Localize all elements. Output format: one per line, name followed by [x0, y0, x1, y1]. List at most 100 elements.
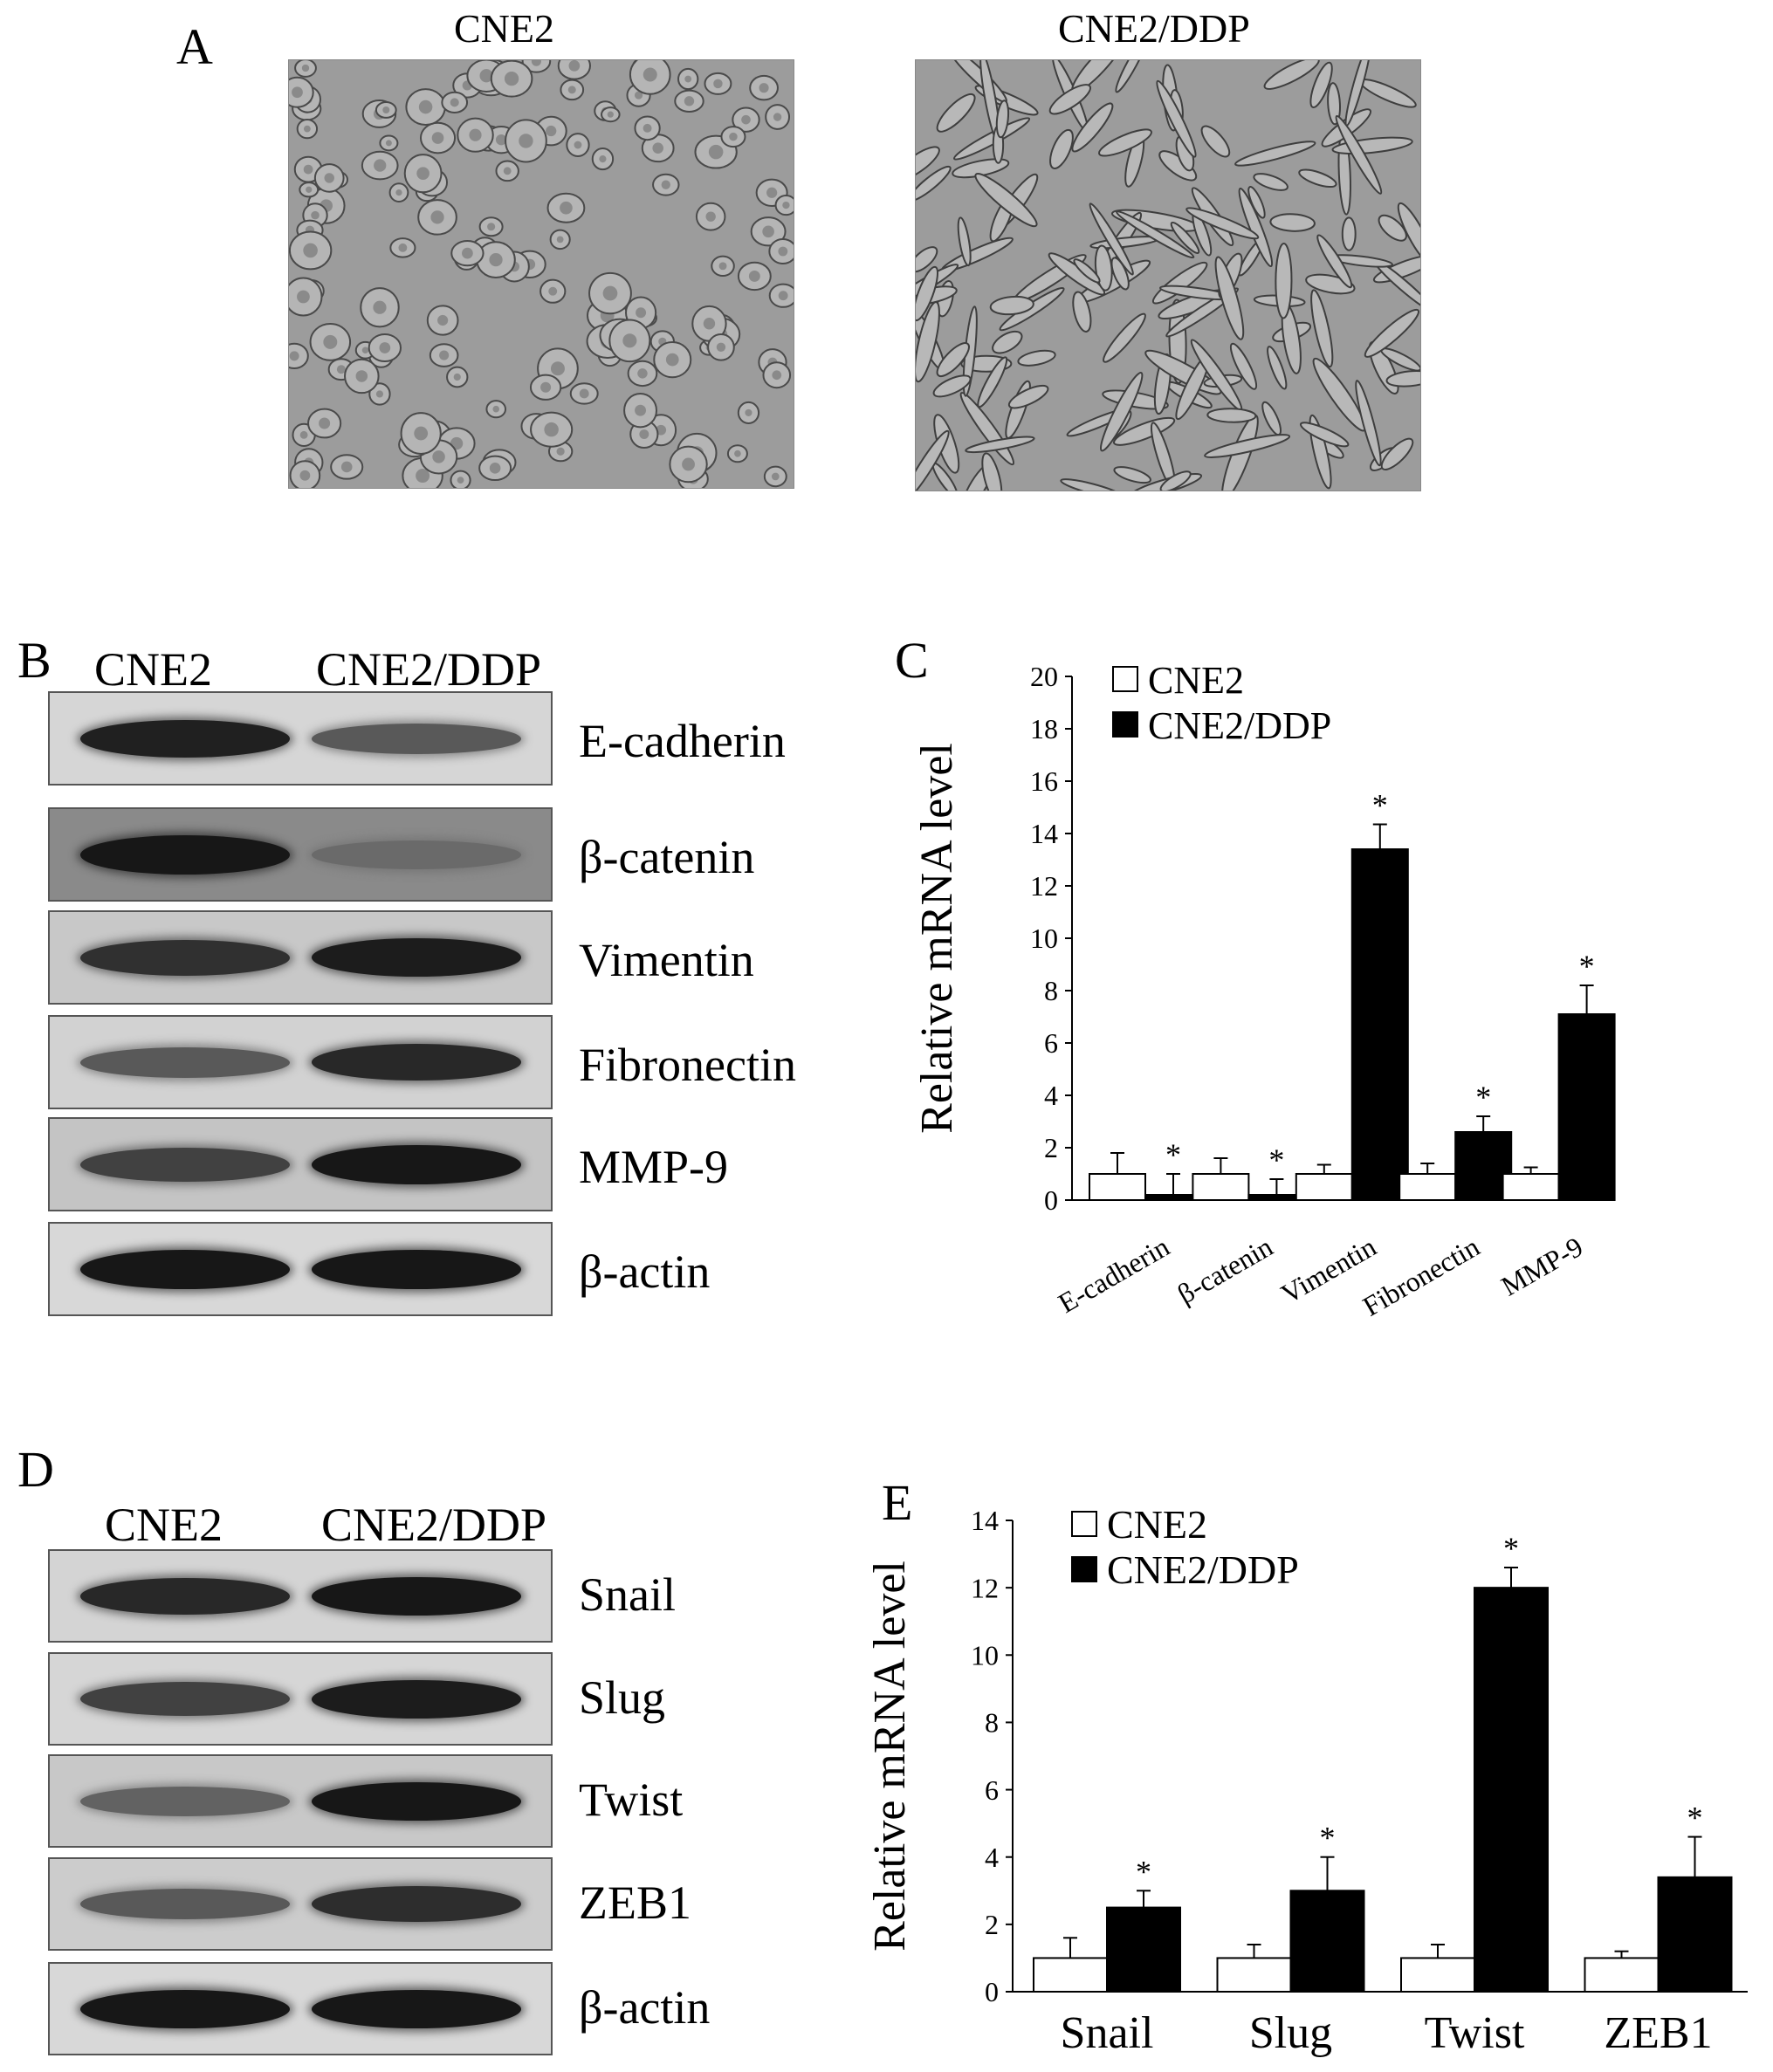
cell — [634, 115, 661, 141]
cell — [375, 101, 397, 119]
panel-b-blot-label-1: β-catenin — [579, 831, 755, 883]
cell — [1098, 128, 1152, 157]
y-tick-label: 4 — [1044, 1080, 1058, 1111]
cell — [936, 93, 976, 133]
panel-b-blot-5 — [48, 1222, 553, 1316]
cell — [1298, 168, 1337, 189]
cell — [400, 412, 442, 455]
cell — [539, 278, 567, 304]
cell — [368, 382, 391, 406]
panel-b-band-3-0 — [80, 1047, 290, 1078]
cell — [750, 216, 787, 247]
significance-star: * — [1372, 788, 1388, 823]
cell — [763, 465, 787, 488]
cell — [1355, 380, 1382, 467]
panel-b-band-3-1 — [312, 1044, 521, 1081]
x-tick-label: ZEB1 — [1604, 2008, 1712, 2058]
cell — [1263, 60, 1320, 90]
y-tick-label: 18 — [1030, 713, 1058, 744]
chart-c: Relative mRNA level 0 2 4 6 8 10 12 14 16 18 20 * E-c… — [912, 659, 1616, 1322]
bar-cne2-3 — [1584, 1957, 1660, 1993]
panel-b-band-5-0 — [80, 1250, 290, 1289]
cell — [957, 216, 972, 267]
cell — [1204, 434, 1291, 458]
y-tick-label: 6 — [985, 1774, 999, 1806]
cell — [1159, 470, 1192, 491]
y-tick-label: 16 — [1030, 765, 1058, 797]
panel-d-lane-cne2-ddp: CNE2/DDP — [321, 1499, 547, 1551]
cell — [674, 89, 704, 113]
significance-star: * — [1136, 1854, 1151, 1889]
y-axis-label: Relative mRNA level — [865, 1561, 915, 1952]
cell — [1113, 416, 1176, 446]
significance-star: * — [1579, 949, 1595, 984]
cell — [1072, 291, 1092, 333]
panel-b-band-5-1 — [312, 1250, 521, 1289]
cell — [989, 295, 1034, 316]
micrograph-texture — [289, 60, 794, 488]
cell — [360, 287, 400, 328]
cell — [762, 361, 792, 389]
cell — [405, 88, 446, 126]
cell — [1269, 213, 1316, 232]
cell — [417, 199, 457, 236]
micrograph-texture — [916, 60, 1420, 491]
panel-d-band-0-0 — [80, 1578, 290, 1615]
cell — [389, 237, 416, 258]
cell — [652, 173, 680, 196]
panel-d-blot-0 — [48, 1549, 553, 1643]
cell — [495, 160, 519, 182]
cell — [916, 265, 938, 322]
cell — [653, 340, 692, 379]
cell — [1206, 408, 1257, 423]
panel-b-band-0-0 — [80, 720, 290, 758]
cell — [1103, 312, 1146, 363]
cell — [726, 444, 748, 463]
panel-b-blot-label-4: MMP-9 — [579, 1141, 729, 1193]
cell — [289, 230, 333, 271]
cell — [1073, 258, 1101, 284]
bar-cne2-3 — [1398, 1173, 1457, 1201]
cell — [1048, 84, 1091, 115]
cell — [992, 330, 1023, 354]
cell — [368, 333, 402, 363]
cell — [403, 154, 443, 194]
cell — [1275, 243, 1293, 319]
panel-d-blot-label-3: ZEB1 — [579, 1876, 691, 1929]
panel-d-blot-label-0: Snail — [579, 1568, 677, 1621]
cell — [977, 356, 1008, 408]
cell — [695, 202, 726, 231]
bar-cne2-ddp-2 — [1474, 1587, 1549, 1993]
cell — [768, 238, 794, 264]
cell — [1267, 346, 1288, 390]
cell — [1200, 125, 1231, 158]
cell — [529, 374, 562, 401]
cell — [1017, 349, 1056, 367]
cell — [313, 163, 345, 193]
panel-d-letter: D — [17, 1441, 54, 1498]
cell — [441, 91, 469, 113]
cell — [711, 255, 735, 278]
panel-e-letter: E — [882, 1474, 913, 1531]
y-tick-label: 10 — [1030, 923, 1058, 954]
panel-b-lane-cne2-ddp: CNE2/DDP — [316, 643, 542, 696]
cell — [629, 60, 671, 95]
legend-swatch — [1112, 711, 1138, 738]
cell — [601, 106, 621, 123]
legend-swatch — [1112, 666, 1138, 692]
x-tick-label: Twist — [1425, 2008, 1525, 2058]
legend-label: CNE2 — [1148, 659, 1244, 702]
panel-b-band-1-1 — [312, 840, 521, 869]
cell — [446, 366, 469, 388]
significance-star: * — [1320, 1821, 1336, 1856]
cell — [1007, 384, 1049, 409]
cell — [1099, 371, 1144, 452]
cell — [627, 360, 658, 388]
y-tick-label: 12 — [1030, 870, 1058, 902]
panel-b-lane-cne2: CNE2 — [94, 643, 212, 696]
cell — [1316, 234, 1353, 289]
y-tick-label: 0 — [985, 1976, 999, 2007]
panel-b-band-4-0 — [80, 1148, 290, 1182]
chart-e: Relative mRNA level 0 2 4 6 8 10 12 14 * Snail * Slu… — [865, 1502, 1748, 2058]
cell — [426, 305, 459, 336]
